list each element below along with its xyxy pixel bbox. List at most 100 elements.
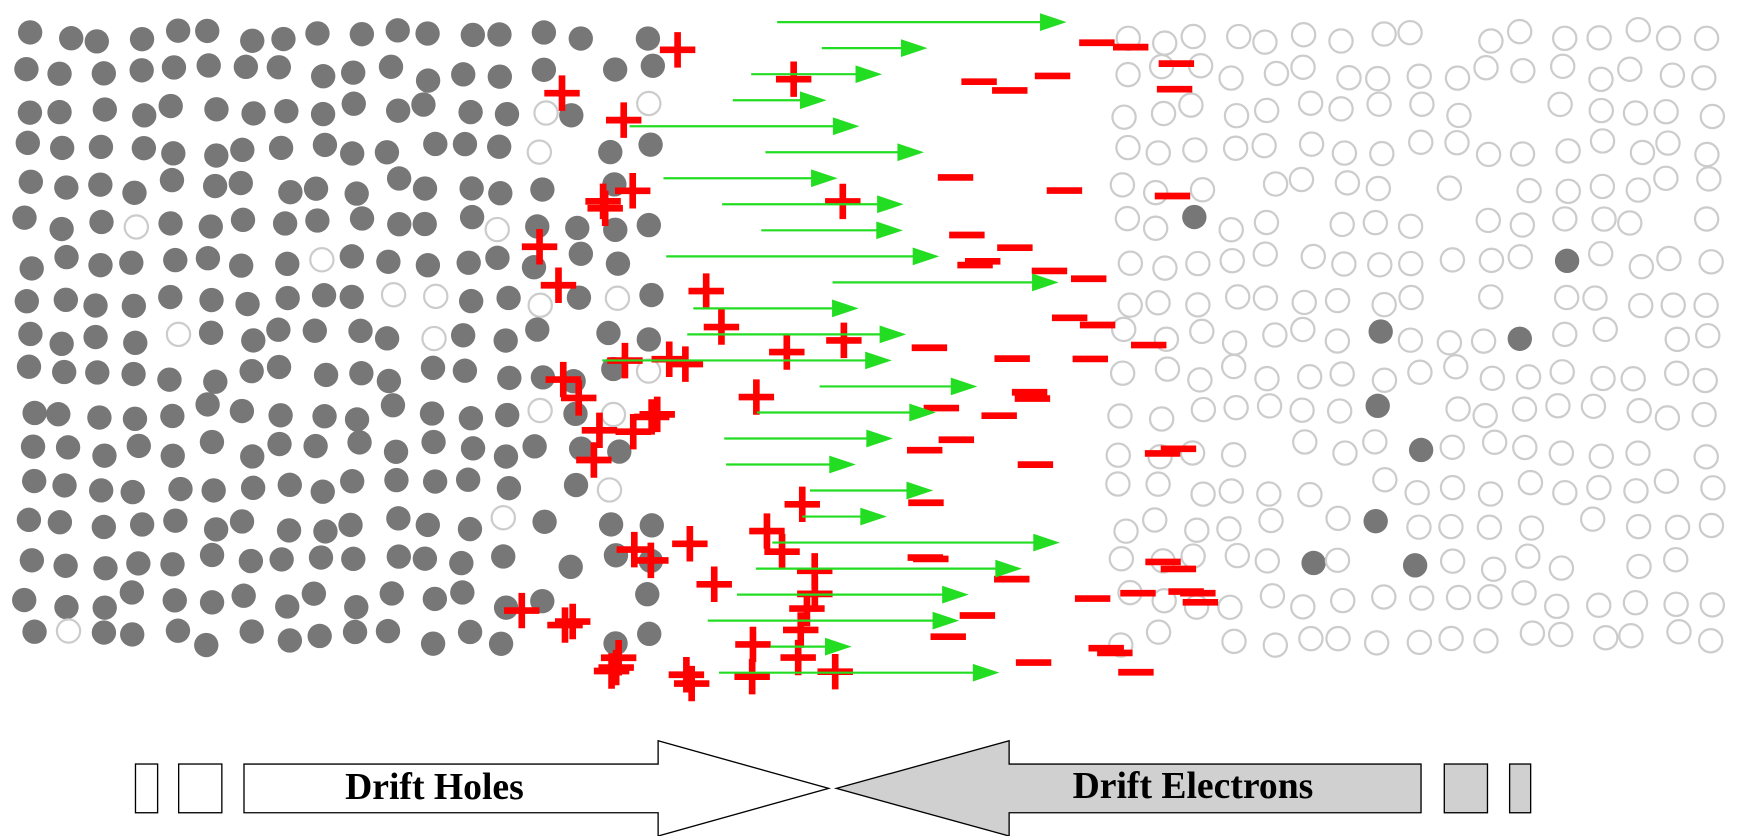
atom <box>53 554 77 578</box>
atom <box>89 478 113 502</box>
atom <box>132 103 156 127</box>
atom <box>450 580 474 604</box>
atom <box>495 403 519 427</box>
electron-site <box>1298 365 1321 388</box>
electron-site <box>1112 106 1135 129</box>
electron-site <box>1367 177 1390 200</box>
plus-sign <box>734 659 769 694</box>
atom <box>18 322 42 346</box>
electron-site <box>1474 56 1497 79</box>
atom <box>312 283 336 307</box>
atom <box>166 619 190 643</box>
atom <box>241 476 265 500</box>
atom <box>204 97 228 121</box>
hole <box>528 140 551 163</box>
electron-site <box>1591 367 1614 390</box>
atom <box>312 404 336 428</box>
atom <box>413 176 437 200</box>
atom <box>303 434 327 458</box>
atom <box>343 620 367 644</box>
atom <box>456 468 480 492</box>
atom <box>1403 553 1427 577</box>
drift-head <box>876 221 903 239</box>
hole <box>125 215 148 238</box>
atom <box>83 325 107 349</box>
atom <box>340 285 364 309</box>
atom <box>54 595 78 619</box>
electron-site <box>1293 291 1316 314</box>
electron-site <box>1624 591 1647 614</box>
electron-site <box>1257 482 1280 505</box>
electron-site <box>1699 629 1722 652</box>
atom <box>387 212 411 236</box>
atom <box>311 102 335 126</box>
atom <box>157 367 181 391</box>
atom <box>532 510 556 534</box>
atom <box>564 473 588 497</box>
electron-site <box>1107 444 1130 467</box>
atom <box>375 326 399 350</box>
atom <box>240 29 264 53</box>
atom <box>384 468 408 492</box>
electron-site <box>1657 247 1680 270</box>
electron-site <box>1224 137 1247 160</box>
atom <box>350 22 374 46</box>
atom <box>194 633 218 657</box>
atom <box>12 588 36 612</box>
electron-site <box>1587 476 1610 499</box>
atom <box>17 508 41 532</box>
atom <box>1366 394 1390 418</box>
atom <box>88 172 112 196</box>
electron-site <box>1146 291 1169 314</box>
electron-site <box>1263 323 1286 346</box>
atom <box>200 430 224 454</box>
atom <box>161 444 185 468</box>
electron-site <box>1654 167 1677 190</box>
atom <box>158 211 182 235</box>
atom <box>453 359 477 383</box>
electron-site <box>1188 368 1211 391</box>
atom <box>54 245 78 269</box>
atom <box>47 62 71 86</box>
atom <box>376 619 400 643</box>
atom <box>92 515 116 539</box>
hole <box>598 478 621 501</box>
atom <box>349 361 373 385</box>
atom <box>267 55 291 79</box>
electron-site <box>1655 470 1678 493</box>
electron-site <box>1186 293 1209 316</box>
atom <box>639 283 663 307</box>
hole <box>637 92 660 115</box>
atom <box>87 405 111 429</box>
electron-site <box>1479 29 1502 52</box>
electron-site <box>1665 362 1688 385</box>
electron-site <box>1478 585 1501 608</box>
atom <box>130 512 154 536</box>
electron-site <box>1627 555 1650 578</box>
electron-site <box>1550 441 1573 464</box>
atom <box>20 548 44 572</box>
electron-site <box>1656 131 1679 154</box>
atom <box>196 246 220 270</box>
drift-head <box>825 638 852 656</box>
atom <box>230 509 254 533</box>
electron-site <box>1114 520 1137 543</box>
electron-site <box>1508 20 1531 43</box>
atom <box>278 473 302 497</box>
atom <box>532 58 556 82</box>
atom <box>311 64 335 88</box>
atom <box>416 253 440 277</box>
electron-site <box>1300 133 1323 156</box>
hole <box>422 327 445 350</box>
atom <box>158 285 182 309</box>
atom <box>277 518 301 542</box>
atom <box>123 407 147 431</box>
electron-site <box>1478 516 1501 539</box>
electron-site <box>1185 519 1208 542</box>
atom <box>384 440 408 464</box>
electron-site <box>1328 399 1351 422</box>
atom <box>530 177 554 201</box>
atom <box>234 55 258 79</box>
plus-sign <box>704 309 739 344</box>
atom <box>56 435 80 459</box>
